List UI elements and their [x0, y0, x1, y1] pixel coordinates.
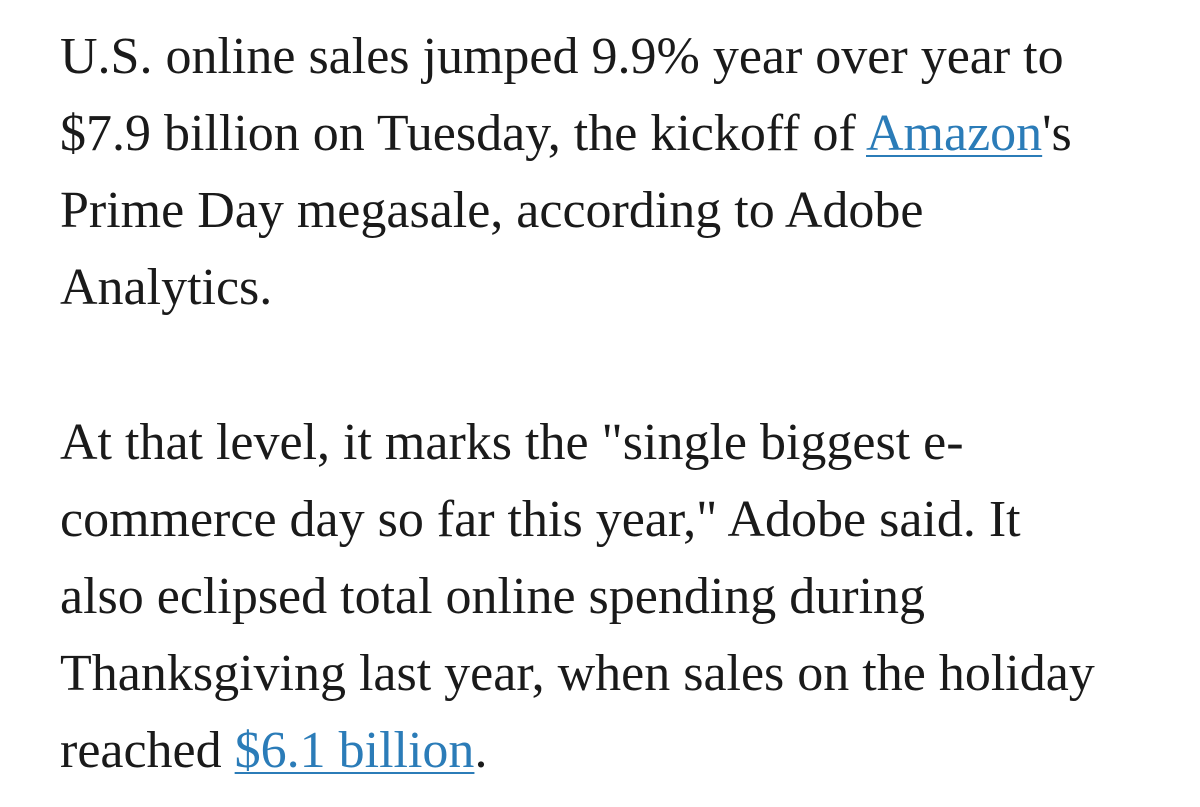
paragraph-1-line-4: Analytics.: [60, 259, 273, 316]
paragraph-2-line-5-suffix: .: [474, 722, 488, 779]
paragraph-2: At that level, it marks the "single bigg…: [60, 404, 1170, 789]
paragraph-1-line-3: Prime Day megasale, according to Adobe: [60, 182, 924, 239]
six-billion-link[interactable]: $6.1 billion: [234, 722, 475, 779]
paragraph-1-line-2: $7.9 billion on Tuesday, the kickoff of …: [60, 95, 1170, 172]
paragraph-2-line-5: reached $6.1 billion.: [60, 712, 1170, 789]
paragraph-1-line-1: U.S. online sales jumped 9.9% year over …: [60, 28, 1064, 85]
paragraph-2-line-4: Thanksgiving last year, when sales on th…: [60, 645, 1095, 702]
paragraph-2-line-1: At that level, it marks the "single bigg…: [60, 414, 964, 471]
paragraph-1: U.S. online sales jumped 9.9% year over …: [60, 18, 1170, 326]
paragraph-2-line-2: commerce day so far this year," Adobe sa…: [60, 491, 1021, 548]
paragraph-spacer: [60, 326, 1170, 404]
amazon-link[interactable]: Amazon: [866, 105, 1043, 162]
paragraph-1-line-2-suffix: 's: [1042, 105, 1072, 162]
paragraph-1-line-2-text: $7.9 billion on Tuesday, the kickoff of: [60, 105, 866, 162]
paragraph-2-line-3: also eclipsed total online spending duri…: [60, 568, 926, 625]
paragraph-2-line-5-text: reached: [60, 722, 235, 779]
article-body: U.S. online sales jumped 9.9% year over …: [60, 18, 1170, 789]
